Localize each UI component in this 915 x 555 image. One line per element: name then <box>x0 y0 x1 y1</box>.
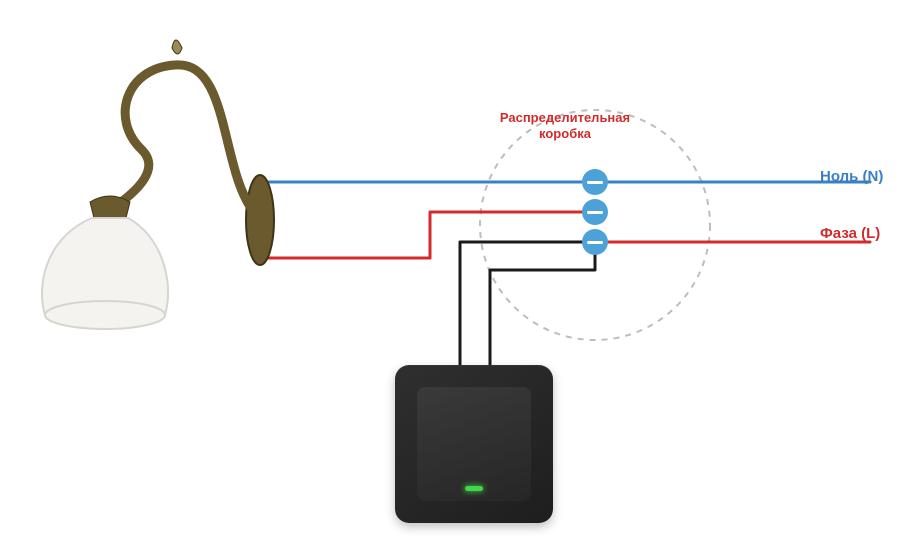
wall-switch-rocker[interactable] <box>417 387 531 501</box>
terminal-phase-b <box>582 229 608 255</box>
terminal-phase-a <box>582 199 608 225</box>
junction-box-label-line2: коробка <box>539 126 591 141</box>
diagram-canvas: Распределительная коробка Ноль (N) Фаза … <box>0 0 915 555</box>
terminal-neutral <box>582 169 608 195</box>
switch-led-icon <box>465 486 483 491</box>
neutral-label: Ноль (N) <box>820 168 883 185</box>
phase-label: Фаза (L) <box>820 225 880 242</box>
junction-box-label-line1: Распределительная <box>500 110 630 125</box>
wall-switch[interactable] <box>395 365 553 523</box>
junction-box-label: Распределительная коробка <box>495 110 635 141</box>
